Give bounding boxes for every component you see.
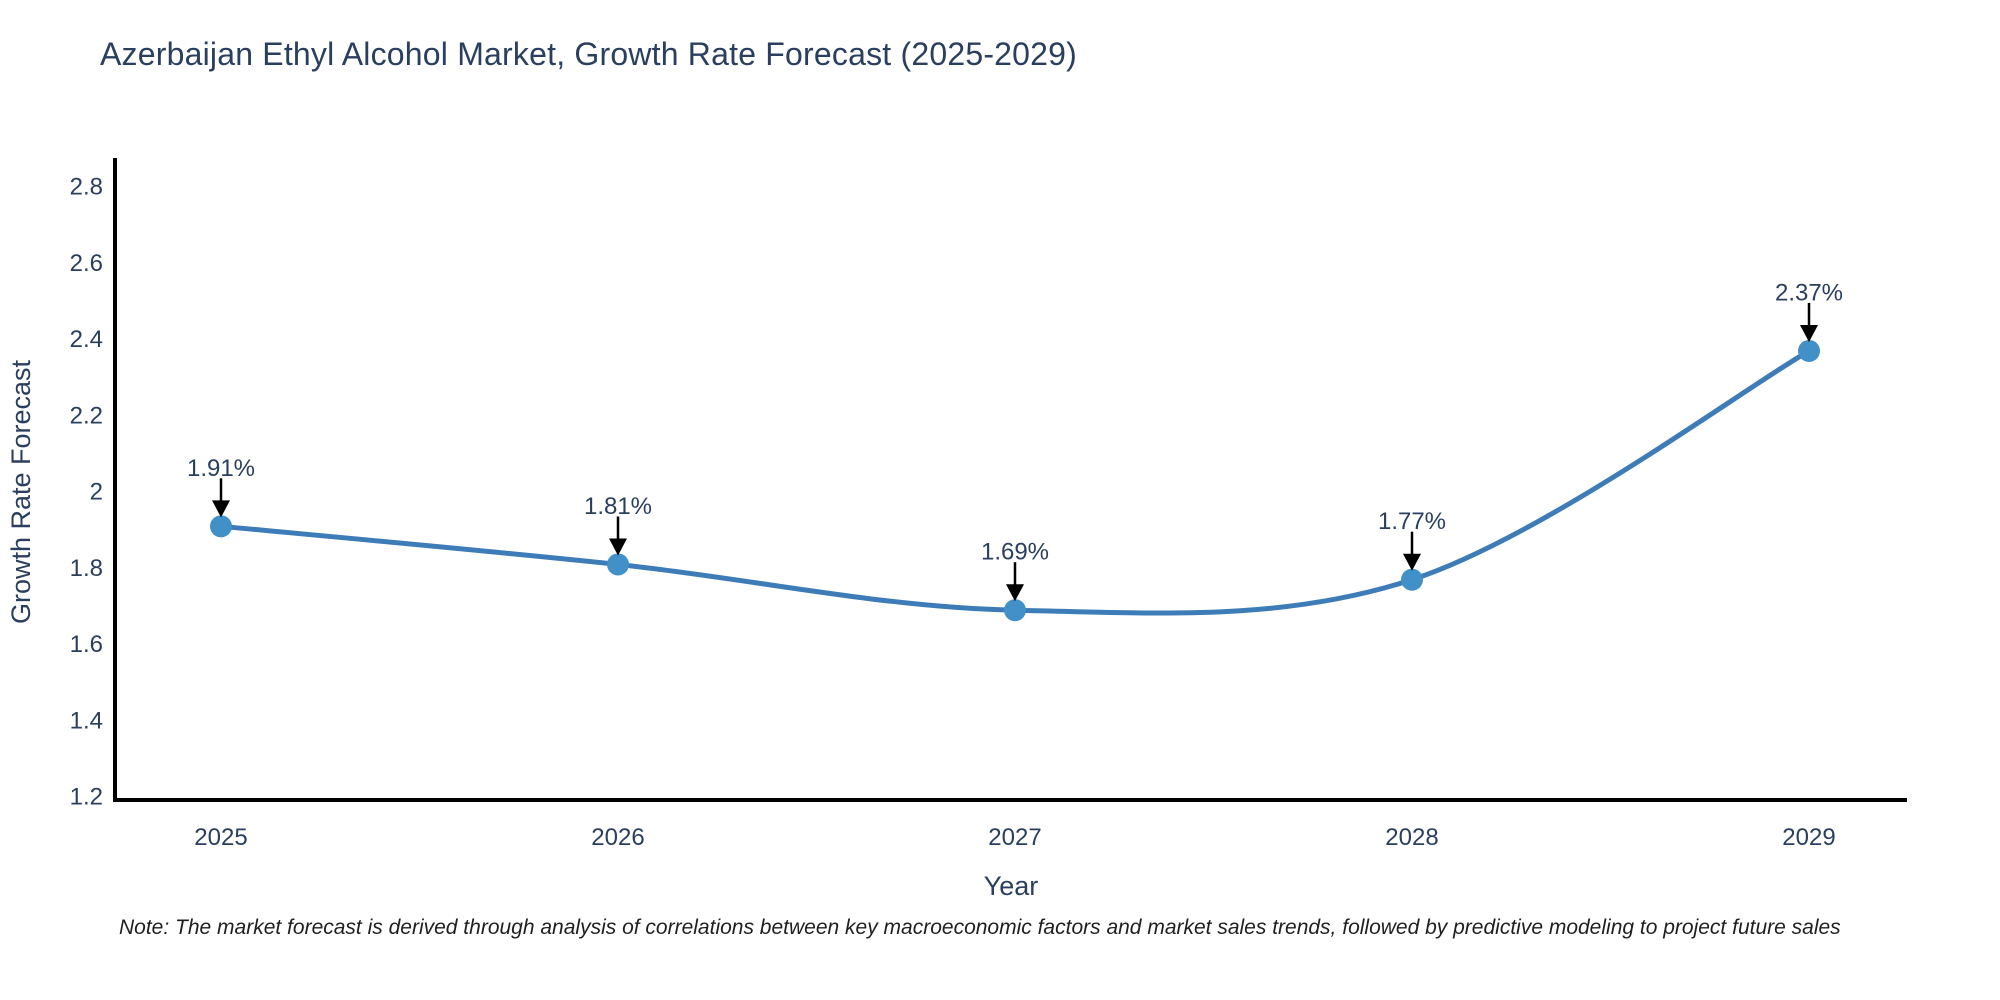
annotation-label: 1.69% (981, 539, 1049, 566)
y-tick-label: 2.4 (70, 326, 103, 353)
y-tick-label: 1.6 (70, 631, 103, 658)
axis-line (113, 158, 1907, 802)
footnote: Note: The market forecast is derived thr… (119, 916, 1841, 939)
data-point-marker[interactable] (607, 553, 629, 576)
data-point-marker[interactable] (1798, 339, 1820, 362)
y-tick-label: 2 (90, 479, 103, 506)
annotation-arrowhead-icon (1403, 553, 1421, 571)
x-tick-label: 2029 (1782, 824, 1835, 851)
annotation-label: 2.37% (1775, 279, 1843, 306)
annotation-label: 1.91% (187, 455, 255, 482)
x-tick-label: 2026 (591, 824, 644, 851)
annotation-arrowhead-icon (1800, 324, 1818, 342)
y-tick-label: 2.2 (70, 402, 103, 429)
annotation-arrowhead-icon (609, 538, 627, 556)
x-axis-title: Year (984, 871, 1039, 901)
y-tick-label: 1.2 (70, 784, 103, 811)
annotation-arrowhead-icon (1006, 584, 1024, 602)
chart-title: Azerbaijan Ethyl Alcohol Market, Growth … (100, 36, 1078, 72)
x-tick-label: 2025 (194, 824, 247, 851)
data-point-marker[interactable] (1004, 599, 1026, 622)
y-tick-label: 1.8 (70, 555, 103, 582)
y-tick-label: 1.4 (70, 707, 103, 734)
data-point-marker[interactable] (1401, 568, 1423, 591)
y-tick-label: 2.8 (70, 174, 103, 201)
y-axis-title: Growth Rate Forecast (6, 359, 36, 624)
annotation-label: 1.81% (584, 493, 652, 520)
data-point-marker[interactable] (210, 515, 232, 538)
x-tick-label: 2028 (1385, 824, 1438, 851)
annotation-label: 1.77% (1378, 508, 1446, 535)
annotation-arrowhead-icon (212, 500, 230, 518)
x-tick-label: 2027 (988, 824, 1041, 851)
y-tick-label: 2.6 (70, 250, 103, 277)
